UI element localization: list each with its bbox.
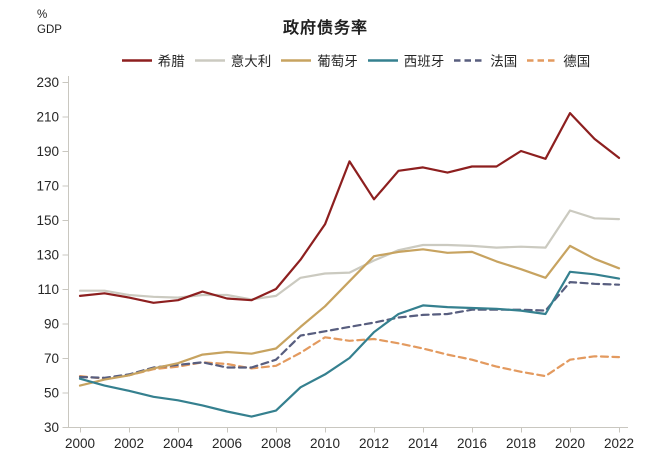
legend-label-spain: 西班牙 (403, 54, 445, 69)
y-tick-label: 30 (44, 420, 59, 435)
y-tick-label: 190 (36, 144, 59, 159)
legend-item-spain: 西班牙 (367, 50, 445, 70)
legend-item-germany: 德国 (526, 50, 590, 70)
x-tick-label: 2002 (114, 436, 144, 451)
legend-label-greece: 希腊 (157, 54, 185, 69)
y-tick-label: 90 (44, 317, 59, 332)
x-tick-label: 2014 (408, 436, 439, 451)
x-tick-label: 2020 (555, 436, 585, 451)
axis-unit-label: % GDP (37, 8, 62, 38)
y-tick-label: 230 (36, 75, 59, 90)
y-tick-label: 70 (44, 351, 59, 366)
legend-label-germany: 德国 (563, 54, 591, 69)
x-tick-label: 2012 (359, 436, 389, 451)
legend: 希腊 意大利 葡萄牙 西班牙 法国 德国 (68, 50, 643, 70)
axis-unit-gdp: GDP (37, 23, 62, 36)
legend-item-portugal: 葡萄牙 (280, 50, 358, 70)
y-tick-label: 50 (44, 386, 59, 401)
legend-line-france-icon (454, 58, 485, 62)
legend-label-portugal: 葡萄牙 (317, 54, 358, 69)
legend-label-italy: 意大利 (230, 54, 272, 69)
series-line-italy (78, 209, 621, 301)
series-line-spain (78, 270, 621, 418)
legend-line-portugal-icon (281, 58, 312, 62)
x-tick-label: 2004 (163, 436, 194, 451)
legend-item-france: 法国 (453, 50, 517, 70)
legend-label-france: 法国 (490, 54, 518, 69)
y-tick-label: 150 (36, 213, 59, 228)
x-tick-label: 2022 (604, 436, 634, 451)
x-tick-label: 2006 (212, 436, 242, 451)
legend-line-greece-icon (121, 58, 152, 62)
series-line-germany (78, 336, 621, 380)
x-tick-label: 2010 (310, 436, 340, 451)
legend-line-germany-icon (527, 58, 558, 62)
x-tick-label: 2018 (506, 436, 536, 451)
y-tick-label: 170 (36, 179, 59, 194)
series-line-greece (78, 111, 621, 304)
y-tick-label: 110 (37, 282, 59, 297)
series-line-portugal (78, 244, 621, 387)
y-tick-label: 210 (36, 110, 59, 125)
y-tick-label: 130 (36, 248, 59, 263)
chart-title: 政府债务率 (282, 20, 368, 37)
axis-unit-percent: % (37, 9, 48, 21)
legend-line-italy-icon (194, 58, 225, 62)
x-tick-label: 2016 (457, 436, 487, 451)
legend-item-italy: 意大利 (194, 50, 272, 70)
legend-item-greece: 希腊 (121, 50, 185, 70)
legend-line-spain-icon (367, 58, 398, 62)
x-tick-label: 2008 (261, 436, 291, 451)
x-tick-label: 2000 (65, 436, 95, 451)
